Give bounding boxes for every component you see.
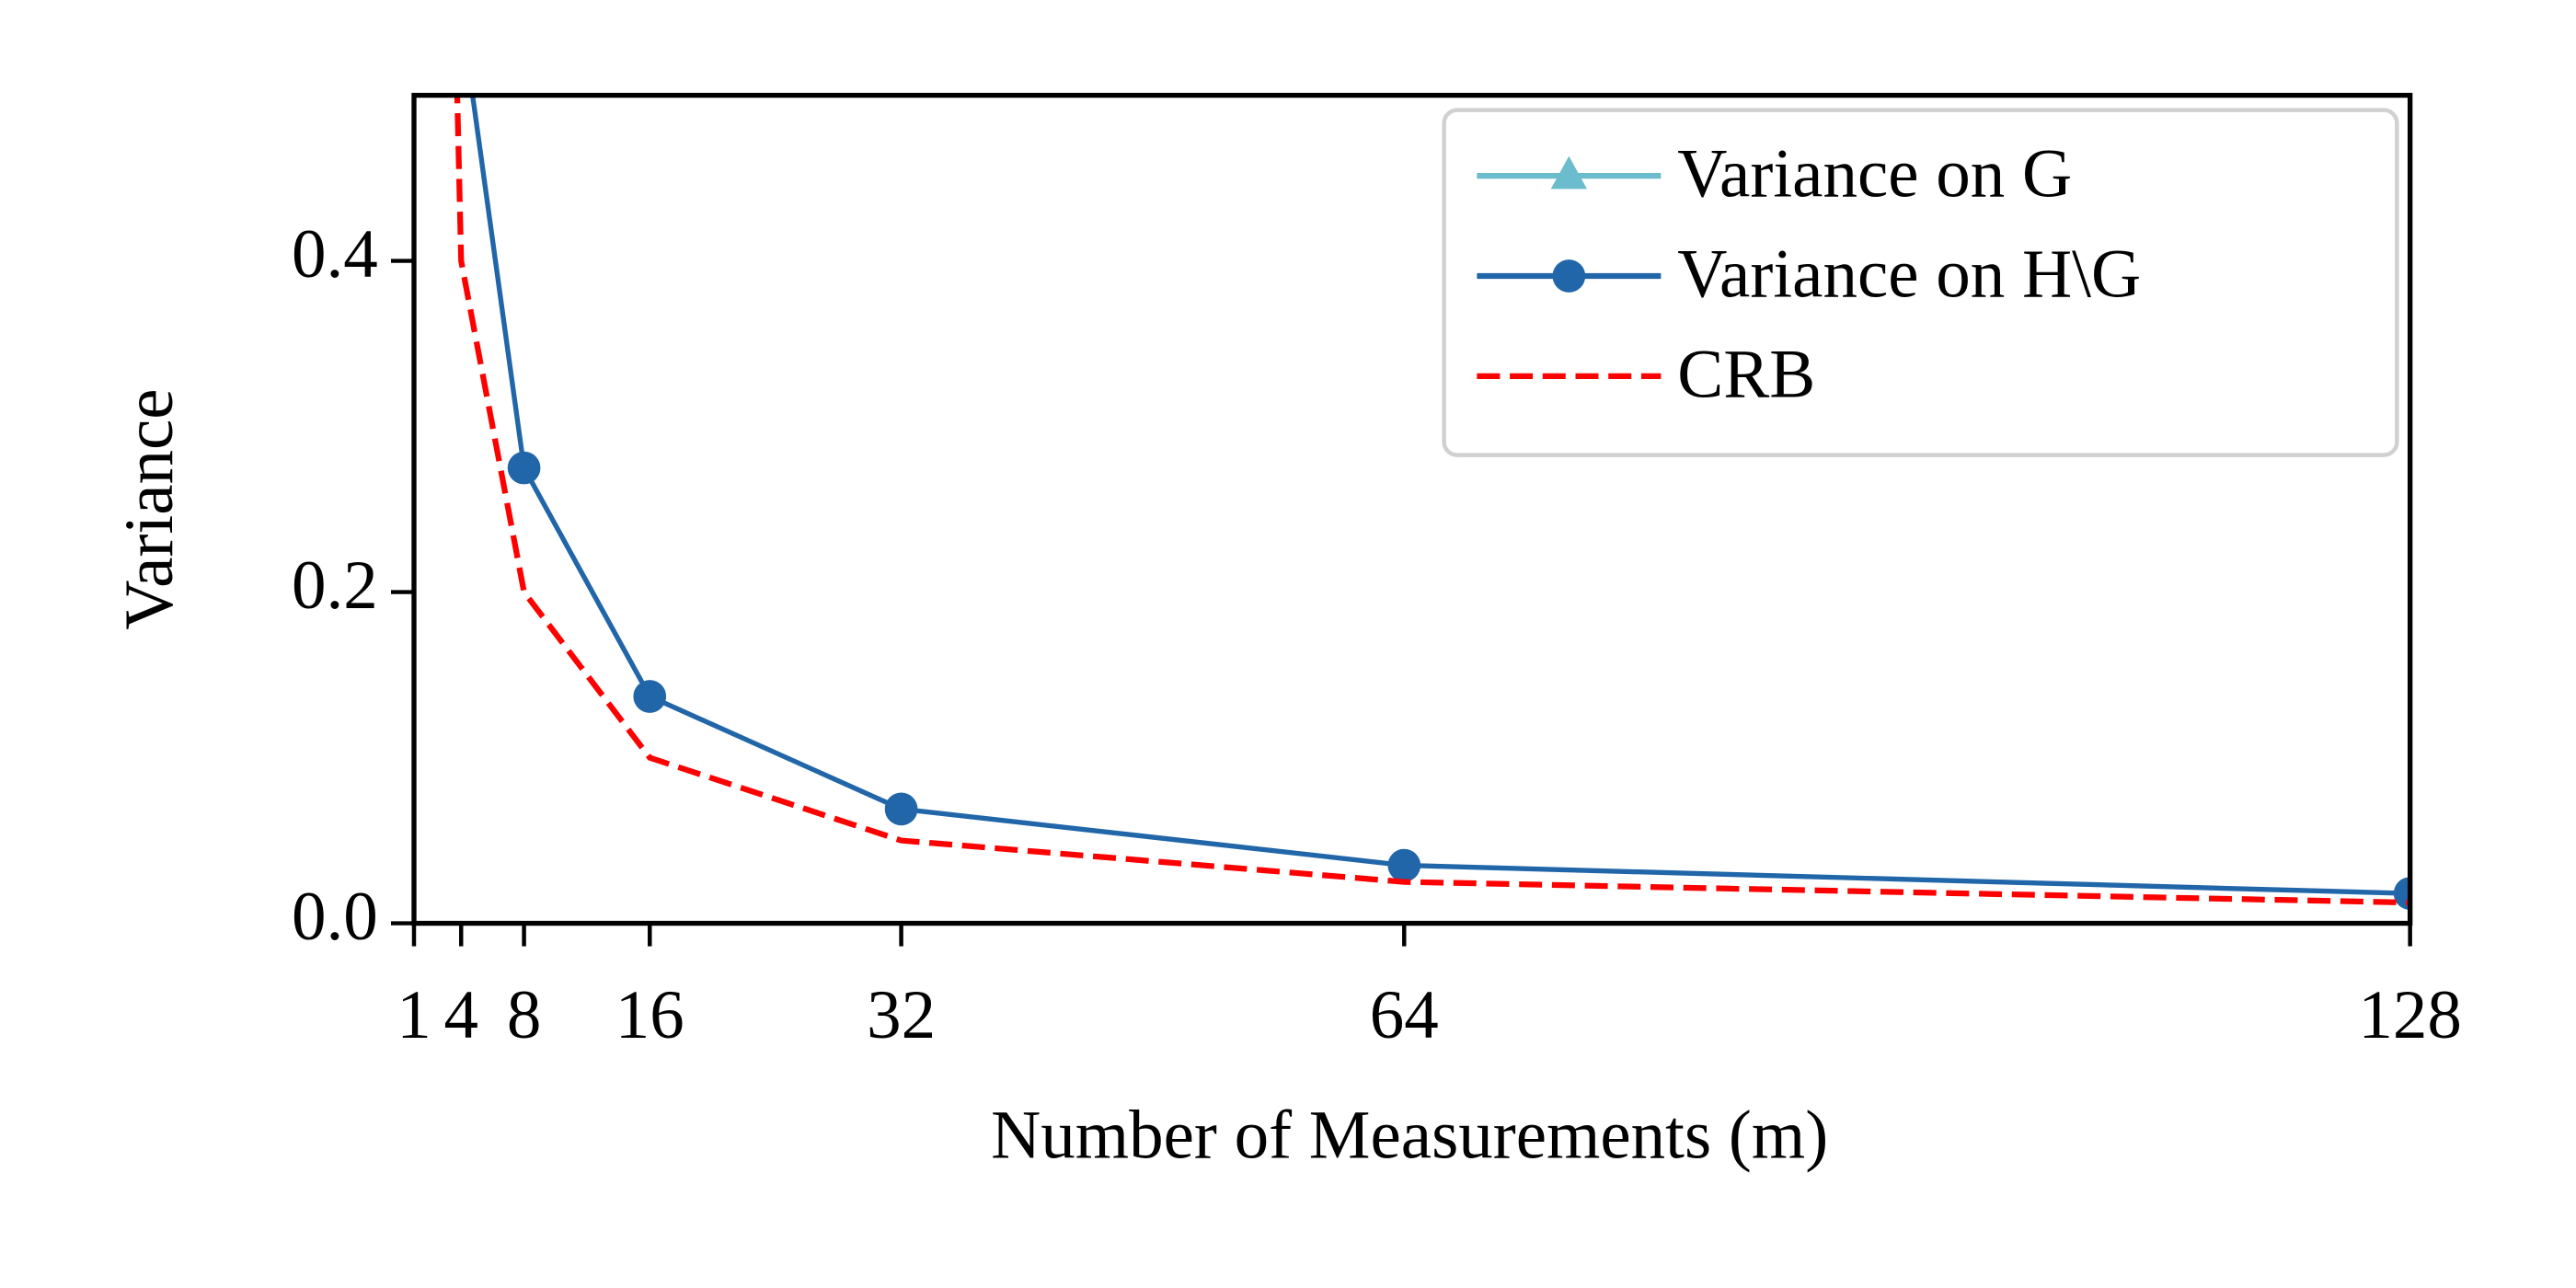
- x-axis-label: Number of Measurements (m): [991, 1097, 1828, 1173]
- y-tick-label: 0.4: [292, 216, 378, 293]
- plot-area: [454, 95, 2410, 911]
- y-tick-label: 0.2: [292, 547, 378, 624]
- legend-box: [1442, 108, 2399, 457]
- legend-label: Variance on H\G: [1677, 236, 2141, 313]
- axes-frame: [411, 92, 2413, 926]
- legend: Variance on G Variance on H\G CRB: [1442, 108, 2399, 457]
- data-point: [507, 451, 541, 485]
- series-line: [469, 95, 2410, 896]
- legend-marker: [1552, 259, 1586, 293]
- series-line: [454, 95, 2410, 906]
- data-point: [633, 680, 667, 713]
- legend-label: CRB: [1677, 337, 1815, 413]
- x-tick-label: 4: [444, 977, 479, 1053]
- x-tick-label: 32: [867, 977, 936, 1053]
- x-tick-label: 16: [615, 977, 684, 1053]
- data-point: [1387, 848, 1421, 882]
- x-tick-label: 64: [1370, 977, 1439, 1053]
- legend-label: Variance on G: [1677, 136, 2072, 213]
- legend-marker: [1550, 155, 1587, 190]
- y-tick-label: 0.0: [292, 879, 378, 955]
- x-tick-label: 128: [2358, 977, 2462, 1053]
- data-point: [884, 792, 918, 826]
- x-tick-label: 8: [507, 977, 542, 1053]
- x-tick-label: 1: [397, 977, 431, 1053]
- data-point: [2393, 877, 2410, 911]
- y-axis-label: Variance: [111, 388, 188, 629]
